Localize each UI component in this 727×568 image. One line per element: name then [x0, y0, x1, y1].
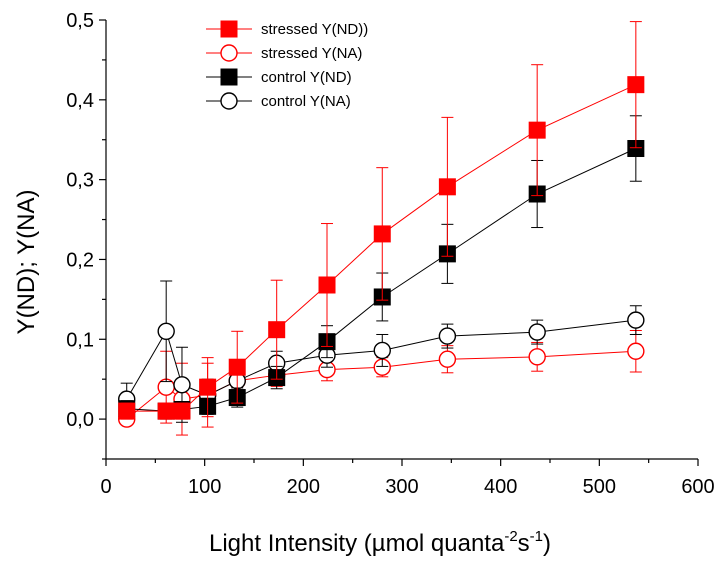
data-point	[528, 121, 546, 139]
data-point	[627, 311, 645, 329]
y-tick-label: 0,0	[66, 409, 94, 431]
data-point	[318, 276, 336, 294]
data-point	[528, 348, 546, 366]
axes	[105, 20, 698, 460]
data-point	[220, 68, 238, 86]
data-point	[627, 342, 645, 360]
legend-label: stressed Y(ND))	[261, 21, 368, 38]
legend-label: stressed Y(NA)	[261, 45, 362, 62]
x-tick-label: 300	[385, 476, 418, 498]
data-point	[220, 92, 238, 110]
data-point	[173, 376, 191, 394]
legend-label: control Y(ND)	[261, 69, 352, 86]
legend-label: control Y(NA)	[261, 93, 351, 110]
data-point	[220, 44, 238, 62]
y-tick-label: 0,4	[66, 90, 94, 112]
x-axis-title: Light Intensity (µmol quanta-2s-1)	[209, 528, 551, 557]
x-axis-title-sup1: -2	[504, 528, 517, 545]
data-point	[118, 402, 136, 420]
data-point	[438, 178, 456, 196]
data-point	[228, 358, 246, 376]
x-axis-title-sup2: -1	[530, 528, 543, 545]
data-point	[627, 76, 645, 94]
x-axis-title-main: Light Intensity (µmol quanta	[209, 530, 505, 557]
y-axis-ticks: 0,0 0,1 0,2 0,3 0,4 0,5	[66, 10, 106, 460]
x-tick-label: 200	[287, 476, 320, 498]
x-tick-label: 100	[188, 476, 221, 498]
data-point	[157, 402, 175, 420]
y-tick-label: 0,5	[66, 10, 94, 32]
legend: stressed Y(ND)) stressed Y(NA) control Y(N…	[206, 20, 368, 110]
y-axis-title: Y(ND); Y(NA)	[13, 190, 40, 335]
x-axis-title-end: )	[543, 530, 551, 557]
x-tick-label: 600	[681, 476, 714, 498]
data-point	[268, 321, 286, 339]
y-tick-label: 0,3	[66, 170, 94, 192]
series-layer	[118, 21, 645, 436]
y-tick-label: 0,2	[66, 249, 94, 271]
data-point	[528, 323, 546, 341]
data-point	[373, 341, 391, 360]
data-point	[199, 378, 217, 396]
data-point	[373, 225, 391, 243]
x-tick-label: 500	[583, 476, 616, 498]
data-point	[157, 322, 175, 340]
x-tick-label: 0	[100, 476, 111, 498]
data-point	[438, 327, 457, 345]
data-point	[173, 402, 191, 420]
data-point	[438, 350, 457, 368]
series-0	[118, 21, 645, 420]
x-axis-title-mid: s	[518, 530, 530, 557]
y-tick-label: 0,1	[66, 329, 94, 351]
x-tick-label: 400	[484, 476, 517, 498]
data-point	[220, 20, 238, 38]
x-axis-ticks: 0 100 200 300 400 500 600	[100, 459, 715, 498]
